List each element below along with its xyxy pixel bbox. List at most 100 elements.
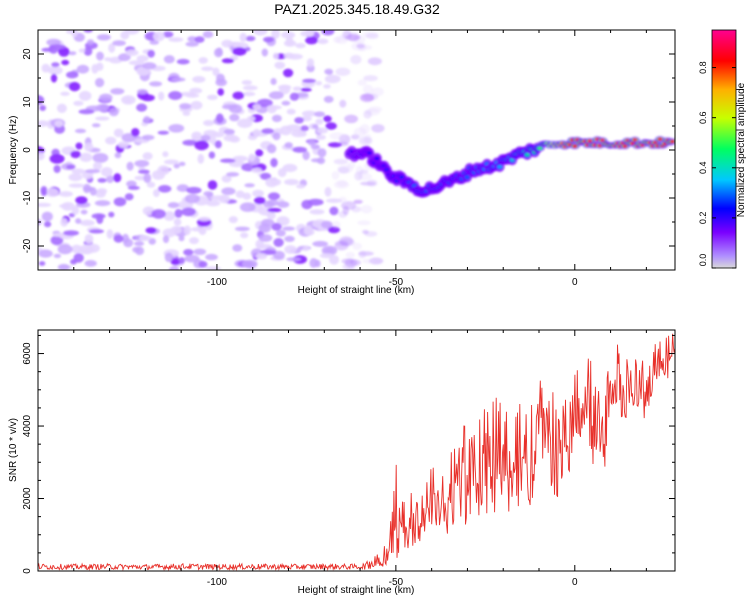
heatmap-noise-cell [162,31,174,38]
heatmap-noise-cell [363,110,372,119]
heatmap-noise-cell [309,209,325,215]
heatmap-noise-cell [315,81,322,86]
heatmap-noise-cell [178,235,185,242]
heatmap-noise-cell [38,151,45,161]
heatmap-noise-cell [73,253,84,263]
heatmap-noise-cell [248,153,256,162]
heatmap-noise-cell [131,128,140,137]
heatmap-noise-cell [257,98,273,108]
heatmap-noise-cell [289,92,299,101]
heatmap-noise-cell [170,226,182,235]
heatmap-noise-cell [284,245,297,254]
heatmap-noise-cell [121,95,136,105]
heatmap-noise-cell [68,173,83,182]
heatmap-noise-cell [276,216,290,226]
heatmap-noise-cell [303,225,313,236]
heatmap-noise-cell [149,40,159,45]
heatmap-noise-cell [309,258,319,268]
heatmap-noise-cell [79,219,95,226]
heatmap-noise-cell [345,115,359,123]
snr-panel: -100 -50 0 0 2000 4000 6000 Height of straight… [8,329,676,596]
heatmap-noise-cell [40,188,48,197]
heatmap-noise-cell [106,229,114,239]
heatmap-noise-cell [193,248,207,255]
heatmap-noise-cell [272,132,281,141]
heatmap-noise-cell [106,175,114,184]
heatmap-noise-cell [80,209,88,215]
heatmap-noise-cell [207,180,218,190]
heatmap-noise-cell [41,63,51,73]
heatmap-noise-cell [255,253,268,260]
heatmap-noise-cell [317,127,328,134]
heatmap-noise-cell [228,216,238,224]
heatmap-signal-core [374,156,380,161]
snr-ylabel: SNR (10 * v/v) [8,418,19,482]
heatmap-noise-cell [194,140,209,151]
heatmap-noise-cell [50,235,64,246]
heatmap-noise-cell [326,198,342,203]
heatmap-noise-cell [354,171,363,181]
heatmap-noise-cell [212,67,220,77]
heatmap-noise-cell [157,130,169,135]
heatmap-noise-cell [142,152,153,161]
heatmap-noise-cell [78,90,92,101]
heatmap-noise-cell [52,232,65,237]
heatmap-noise-cell [136,103,148,112]
heatmap-noise-cell [50,73,58,83]
heatmap-noise-cell [44,221,52,228]
heatmap-noise-cell [364,45,373,50]
heatmap-noise-cell [76,64,90,74]
heatmap-noise-cell [75,142,83,150]
heatmap-noise-cell [281,31,296,39]
heatmap-noise-cell [176,58,190,65]
heatmap-noise-cell [162,235,170,244]
snr-xtick-label: 0 [572,577,578,588]
heatmap-noise-cell [96,214,104,225]
heatmap-noise-cell [83,47,93,56]
heatmap-noise-cell [134,241,145,247]
heatmap-noise-cell [312,124,319,129]
heatmap-noise-cell [234,226,250,232]
heatmap-noise-cell [148,238,156,245]
spectrogram-ytick-label: -20 [22,238,33,253]
heatmap-noise-cell [245,35,256,42]
heatmap-noise-cell [121,233,130,244]
heatmap-signal-layer [344,136,675,198]
figure-title: PAZ1.2025.345.18.49.G32 [274,1,440,17]
heatmap-noise-cell [242,91,256,97]
heatmap-noise-cell [265,177,278,188]
heatmap-noise-cell [341,258,354,265]
heatmap-noise-cell [198,227,207,236]
heatmap-noise-cell [173,218,182,226]
heatmap-noise-cell [299,130,307,137]
heatmap-noise-cell [163,211,176,221]
heatmap-noise-cell [97,178,107,183]
heatmap-noise-cell [45,187,59,197]
heatmap-noise-cell [337,141,349,147]
heatmap-noise-cell [292,146,308,153]
heatmap-noise-cell [125,180,137,188]
heatmap-noise-cell [301,199,313,210]
heatmap-noise-cell [198,57,208,64]
heatmap-noise-cell [360,204,373,214]
heatmap-noise-cell [275,229,286,237]
heatmap-noise-cell [169,266,180,270]
heatmap-noise-cell [292,86,302,92]
heatmap-noise-cell [105,136,117,145]
heatmap-noise-cell [71,168,86,175]
heatmap-noise-cell [63,230,79,236]
heatmap-noise-cell [87,243,100,253]
heatmap-noise-cell [53,165,61,173]
heatmap-noise-cell [323,95,334,103]
heatmap-noise-cell [266,144,277,154]
snr-xtick-label: -100 [207,577,227,588]
heatmap-noise-cell [261,218,275,227]
heatmap-noise-cell [117,141,130,149]
heatmap-noise-cell [317,38,329,45]
heatmap-noise-cell [294,117,304,124]
heatmap-noise-cell [280,125,292,136]
heatmap-noise-cell [342,205,349,215]
heatmap-signal-core [537,146,543,150]
heatmap-noise-cell [25,162,37,171]
heatmap-noise-cell [324,74,341,84]
